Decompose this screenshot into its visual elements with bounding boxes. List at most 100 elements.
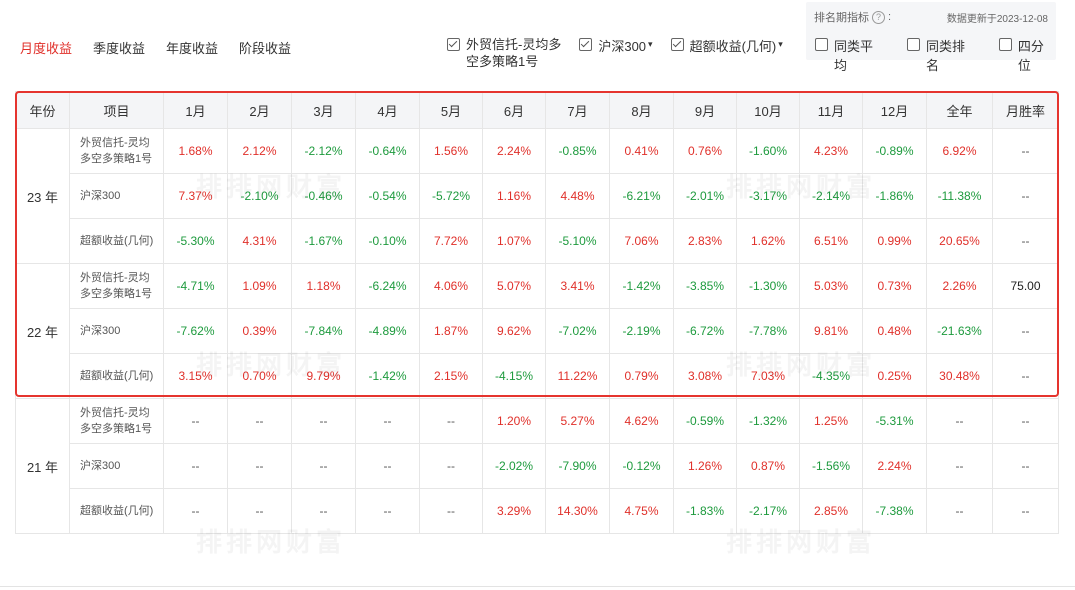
fund-checkbox-box[interactable] — [447, 38, 460, 51]
value-cell: -- — [163, 398, 228, 444]
item-cell: 外贸信托-灵均 多空多策略1号 — [69, 398, 164, 444]
rank-option-1[interactable]: 同类平均 — [815, 36, 885, 74]
value-cell: -- — [992, 173, 1059, 219]
item-cell: 外贸信托-灵均 多空多策略1号 — [69, 263, 164, 309]
value-cell: -4.35% — [799, 353, 863, 399]
fund-checkbox[interactable]: 外贸信托-灵均多 空多策略1号 — [447, 36, 561, 70]
rank-option-2[interactable]: 同类排名 — [906, 36, 977, 74]
column-header: 5月 — [419, 91, 483, 129]
value-cell: -4.15% — [482, 353, 546, 399]
value-cell: 4.06% — [419, 263, 483, 309]
column-header: 9月 — [673, 91, 737, 129]
value-cell: -2.02% — [482, 443, 546, 489]
column-header: 3月 — [291, 91, 356, 129]
value-cell: 2.24% — [482, 128, 546, 174]
value-cell: -1.60% — [736, 128, 800, 174]
value-cell: 4.31% — [227, 218, 292, 264]
index-checkbox-box[interactable] — [579, 38, 593, 51]
value-cell: 1.25% — [799, 398, 863, 444]
value-cell: 4.75% — [609, 488, 674, 534]
value-cell: 7.72% — [419, 218, 483, 264]
value-cell: -- — [926, 398, 993, 444]
index-dropdown-caret-icon[interactable]: ▾ — [648, 39, 653, 49]
value-cell: 9.79% — [291, 353, 356, 399]
value-cell: 1.07% — [482, 218, 546, 264]
value-cell: 2.85% — [799, 488, 863, 534]
value-cell: 2.15% — [419, 353, 483, 399]
table-row: 沪深300 -7.62% 0.39% -7.84% -4.89% 1.87% 9.62% -7… — [16, 308, 1059, 354]
rank-option-checkbox-box[interactable] — [815, 38, 828, 51]
value-cell: -4.89% — [355, 308, 420, 354]
value-cell: 7.06% — [609, 218, 674, 264]
value-cell: -1.32% — [736, 398, 800, 444]
table-row: 超额收益(几何) -- -- -- -- -- 3.29% 14.30% 4.75% -1.83%… — [16, 488, 1059, 534]
value-cell: 5.03% — [799, 263, 863, 309]
table-row: 23 年外贸信托-灵均 多空多策略1号 1.68% 2.12% -2.12% -0.64%… — [15, 128, 1059, 264]
column-header: 月胜率 — [992, 91, 1059, 129]
value-cell: -5.72% — [419, 173, 483, 219]
item-label: 超额收益(几何) — [80, 235, 154, 247]
value-cell: -0.89% — [862, 128, 927, 174]
item-label: 沪深300 — [80, 325, 121, 337]
excess-checkbox-box[interactable] — [670, 38, 684, 51]
rank-option-3[interactable]: 四分位 — [998, 36, 1056, 74]
value-cell: -- — [992, 488, 1059, 534]
column-header: 6月 — [482, 91, 546, 129]
value-cell: -2.10% — [227, 173, 292, 219]
index-checkbox[interactable]: 沪深300 ▾ — [579, 36, 653, 70]
tab-2[interactable]: 季度收益 — [93, 41, 146, 56]
value-cell: -- — [291, 443, 356, 489]
value-cell: 75.00 — [992, 263, 1059, 309]
value-cell: -7.90% — [545, 443, 610, 489]
value-cell: 1.16% — [482, 173, 546, 219]
help-icon[interactable]: ? — [872, 10, 885, 24]
monthly-returns-table: 年份 项目 1月 2月 3月 4月 5月 6月 7月 8月 9月 10月 11月 12月 全年 月胜率 23 … — [15, 91, 1059, 534]
value-cell: 0.76% — [673, 128, 737, 174]
value-cell: -- — [419, 398, 483, 444]
value-cell: 7.03% — [736, 353, 800, 399]
value-cell: 1.56% — [419, 128, 483, 174]
value-cell: -1.30% — [736, 263, 800, 309]
item-cell: 超额收益(几何) — [69, 218, 164, 264]
value-cell: -1.42% — [609, 263, 674, 309]
excess-checkbox[interactable]: 超额收益(几何) ▾ — [670, 36, 783, 70]
item-label: 外贸信托-灵均 — [80, 137, 150, 149]
value-cell: -5.10% — [545, 218, 610, 264]
value-cell: 6.92% — [926, 128, 993, 174]
tab-1[interactable]: 月度收益 — [20, 41, 73, 56]
value-cell: 6.51% — [799, 218, 863, 264]
value-cell: 14.30% — [545, 488, 610, 534]
data-update-date: 数据更新于2023-12-08 — [946, 14, 1048, 25]
rank-panel-title: 排名期指标 ? : — [814, 9, 891, 25]
year-cell: 21 年 — [15, 398, 70, 534]
table-row: 沪深300 7.37% -2.10% -0.46% -0.54% -5.72% 1.16% 4… — [16, 173, 1059, 219]
value-cell: 9.62% — [482, 308, 546, 354]
value-cell: 3.08% — [673, 353, 737, 399]
year-cell: 23 年 — [15, 128, 70, 264]
value-cell: 5.27% — [545, 398, 610, 444]
value-cell: 5.07% — [482, 263, 546, 309]
rank-option-label: 同类排名 — [925, 39, 965, 73]
value-cell: -0.59% — [673, 398, 737, 444]
value-cell: -2.12% — [291, 128, 356, 174]
column-header: 1月 — [163, 91, 228, 129]
fund-label-line1: 外贸信托-灵均多 — [466, 37, 562, 52]
item-label: 超额收益(几何) — [80, 505, 154, 517]
year-cell: 22 年 — [15, 263, 70, 399]
value-cell: 3.15% — [163, 353, 228, 399]
item-cell: 外贸信托-灵均 多空多策略1号 — [69, 128, 164, 174]
fund-label-line2: 空多策略1号 — [466, 54, 539, 69]
value-cell: -3.85% — [673, 263, 737, 309]
excess-dropdown-caret-icon[interactable]: ▾ — [778, 39, 783, 49]
rank-option-checkbox-box[interactable] — [998, 38, 1012, 51]
rank-option-checkbox-box[interactable] — [906, 38, 920, 51]
value-cell: -- — [291, 398, 356, 444]
value-cell: -- — [163, 488, 228, 534]
value-cell: 3.29% — [482, 488, 546, 534]
value-cell: -7.62% — [163, 308, 228, 354]
tab-3[interactable]: 年度收益 — [166, 41, 219, 56]
column-header: 项目 — [69, 91, 164, 129]
tab-4[interactable]: 阶段收益 — [239, 41, 292, 56]
rank-title-colon: : — [888, 11, 892, 23]
value-cell: 2.83% — [673, 218, 737, 264]
